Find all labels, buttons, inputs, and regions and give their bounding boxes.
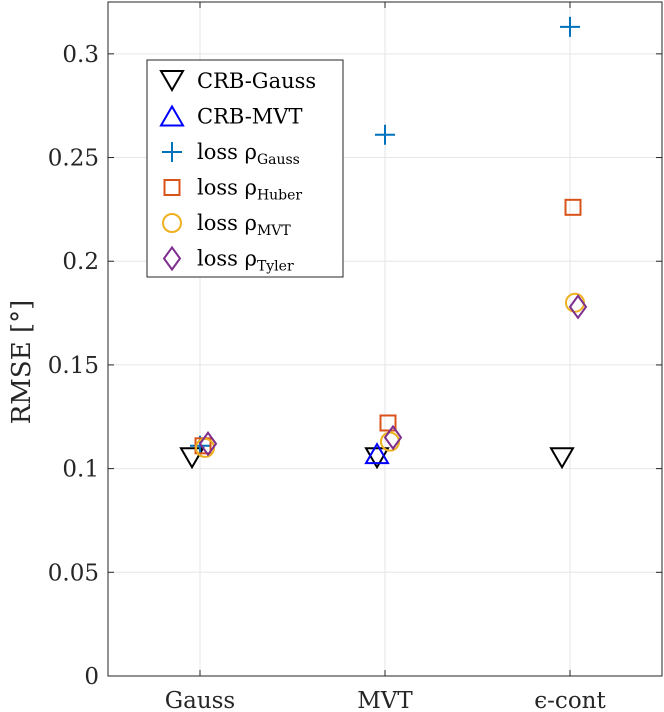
legend-marker-triangle-up bbox=[159, 104, 185, 127]
legend-marker-plus bbox=[162, 142, 182, 162]
legend-box bbox=[146, 59, 344, 278]
legend-marker-circle bbox=[162, 213, 182, 233]
y-tick-label: 0.3 bbox=[62, 42, 99, 68]
data-marker-triangle-down bbox=[549, 447, 575, 470]
data-marker-circle bbox=[380, 431, 400, 452]
x-tick-label: MVT bbox=[357, 688, 413, 712]
legend-label: CRB-MVT bbox=[197, 105, 302, 129]
data-marker-diamond bbox=[568, 294, 588, 320]
y-tick-label: 0 bbox=[84, 664, 99, 690]
data-marker-circle bbox=[565, 292, 585, 313]
data-marker-triangle-down bbox=[364, 447, 390, 470]
data-marker-triangle-up bbox=[364, 442, 390, 465]
legend-marker-triangle-down bbox=[159, 70, 185, 92]
legend-label: loss ρTyler bbox=[197, 247, 294, 275]
data-marker-diamond bbox=[198, 431, 218, 457]
data-marker-square bbox=[379, 414, 397, 432]
tick-labels: 0 0.05 0.1 0.15 0.2 0.25 0.3 Gauss MVT ϵ-cont bbox=[48, 42, 607, 712]
x-tick-label: Gauss bbox=[165, 688, 236, 712]
data-marker-square bbox=[564, 198, 582, 216]
legend-label: loss ρMVT bbox=[197, 211, 291, 239]
data-marker-triangle-down bbox=[179, 447, 205, 470]
y-axis-title: RMSE [°] bbox=[7, 300, 37, 425]
legend-label: loss ρGauss bbox=[197, 140, 300, 168]
data-marker-plus bbox=[375, 124, 395, 145]
data-markers bbox=[179, 16, 588, 470]
x-tick-label: ϵ-cont bbox=[534, 688, 606, 712]
axes bbox=[107, 1, 663, 677]
data-marker-plus bbox=[560, 16, 580, 37]
data-marker-diamond bbox=[383, 424, 403, 451]
y-tick-label: 0.05 bbox=[48, 560, 99, 586]
y-tick-label: 0.15 bbox=[48, 353, 99, 379]
y-tick-label: 0.1 bbox=[62, 457, 99, 483]
legend-marker-diamond bbox=[162, 245, 182, 272]
legend-label: loss ρHuber bbox=[197, 176, 302, 204]
y-tick-label: 0.25 bbox=[48, 146, 99, 172]
legend-marker-square bbox=[163, 179, 181, 196]
y-tick-label: 0.2 bbox=[62, 249, 99, 275]
legend: CRB-Gauss CRB-MVT loss ρGauss loss ρHuber lo… bbox=[146, 59, 344, 278]
legend-label: CRB-Gauss bbox=[197, 69, 316, 93]
